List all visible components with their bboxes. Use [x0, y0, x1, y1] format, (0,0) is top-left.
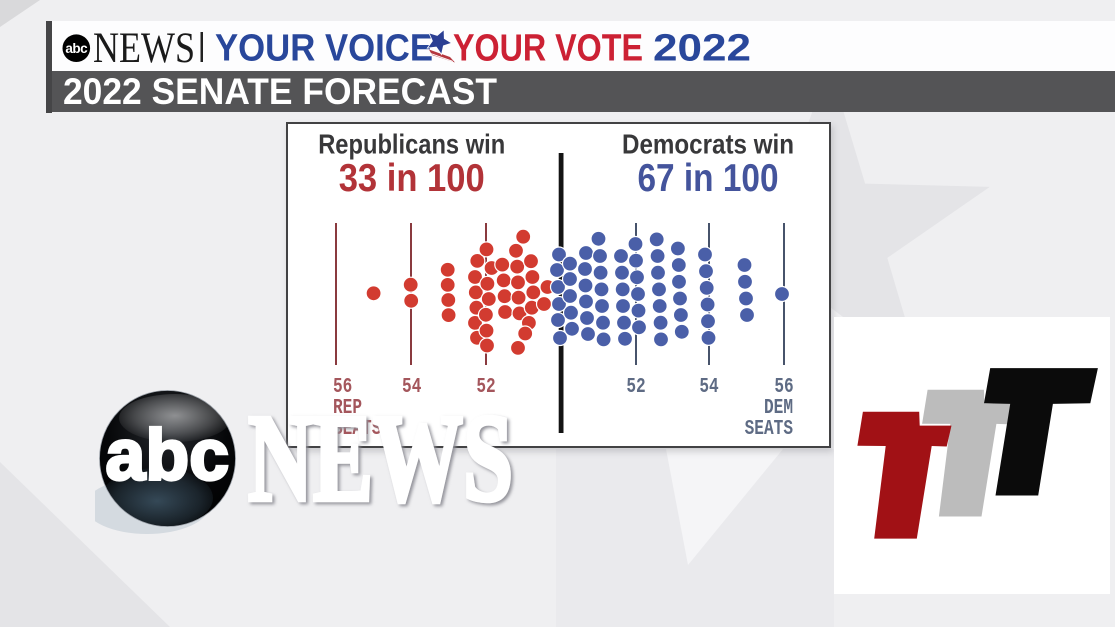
svg-text:YOUR VOTE: YOUR VOTE — [453, 28, 643, 70]
svg-text:SEATS: SEATS — [333, 416, 381, 441]
svg-text:2022: 2022 — [653, 28, 751, 70]
svg-text:56: 56 — [774, 374, 793, 399]
svg-text:Republicans win: Republicans win — [318, 129, 505, 160]
svg-text:Democrats win: Democrats win — [622, 129, 794, 160]
svg-text:56: 56 — [333, 374, 352, 399]
svg-text:NEWS: NEWS — [248, 390, 513, 528]
svg-text:52: 52 — [626, 374, 645, 399]
svg-text:54: 54 — [402, 374, 421, 399]
svg-text:67 in 100: 67 in 100 — [638, 157, 779, 200]
svg-text:REP: REP — [333, 395, 362, 420]
svg-text:33 in 100: 33 in 100 — [339, 157, 485, 200]
svg-text:2022 SENATE FORECAST: 2022 SENATE FORECAST — [63, 70, 497, 112]
svg-text:abc: abc — [106, 417, 230, 496]
svg-text:NEWS: NEWS — [93, 25, 195, 72]
svg-text:YOUR VOICE: YOUR VOICE — [215, 28, 433, 70]
svg-text:54: 54 — [699, 374, 718, 399]
svg-text:52: 52 — [476, 374, 495, 399]
svg-text:DEM: DEM — [764, 395, 793, 420]
svg-text:abc: abc — [65, 41, 88, 56]
svg-text:SEATS: SEATS — [745, 416, 793, 441]
